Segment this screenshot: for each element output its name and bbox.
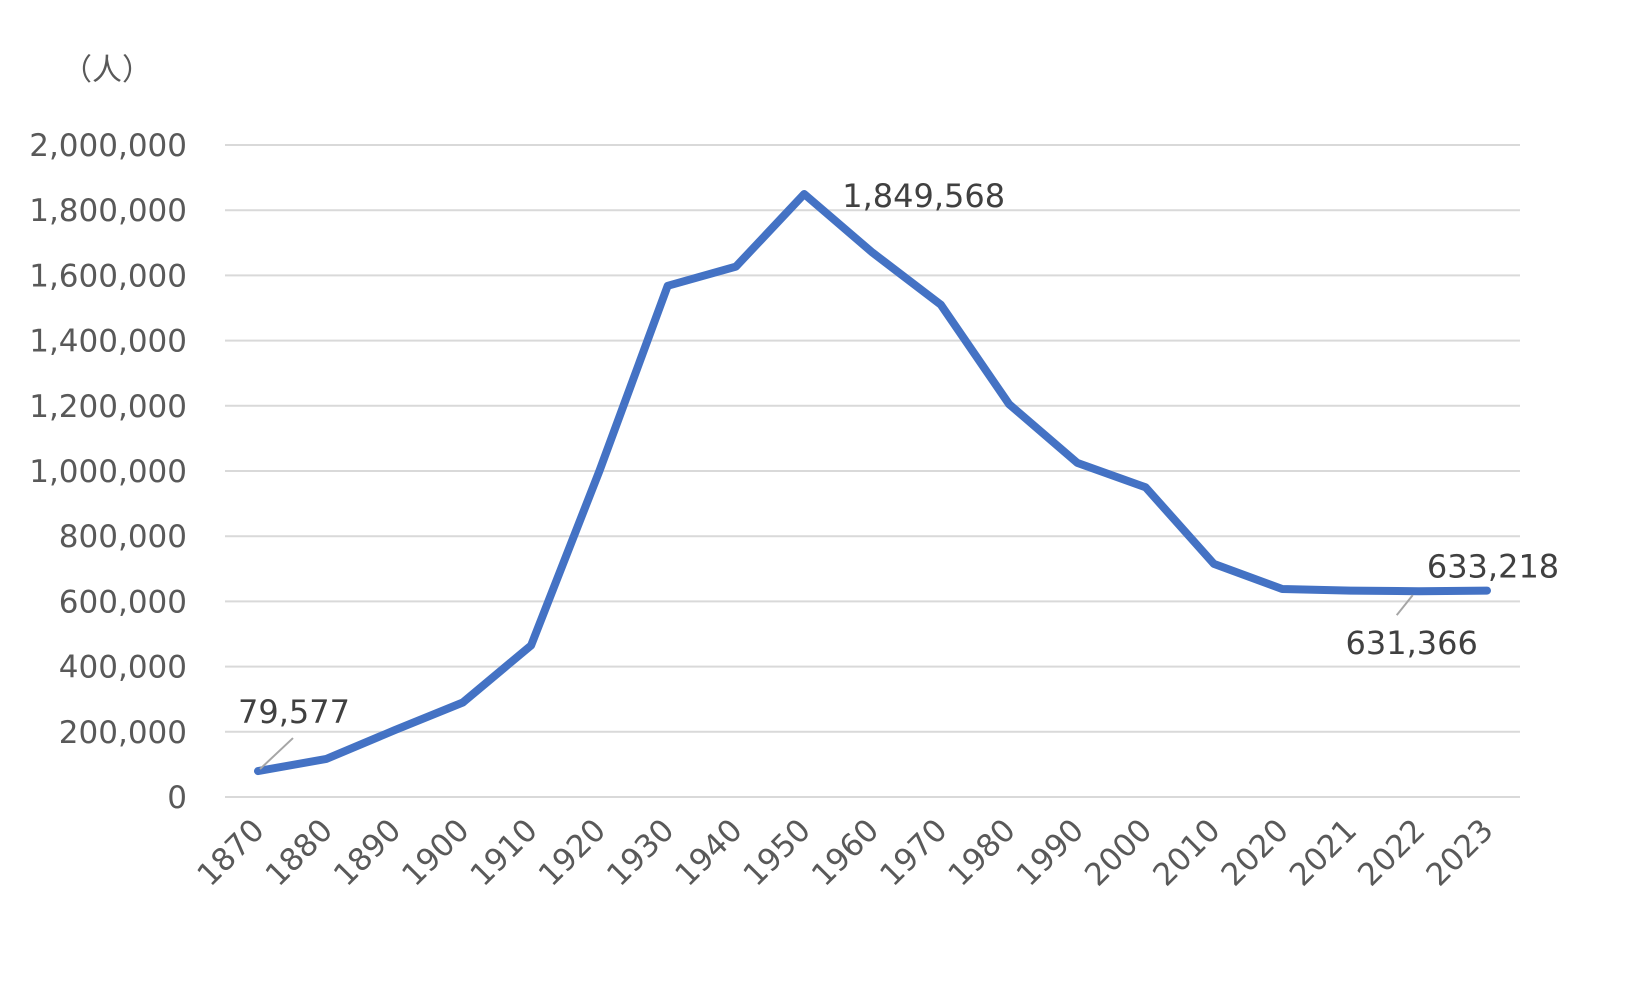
x-tick-label: 2022 xyxy=(1351,812,1432,893)
data-point xyxy=(1349,590,1351,592)
y-tick-label: 800,000 xyxy=(59,519,187,555)
x-tick-label: 1920 xyxy=(532,812,613,893)
data-point xyxy=(1076,462,1078,464)
data-point xyxy=(1418,590,1420,592)
series-area xyxy=(254,190,1491,776)
x-tick-label: 2021 xyxy=(1283,812,1364,893)
data-point xyxy=(735,266,737,268)
y-unit-label: （人） xyxy=(62,53,152,88)
x-tick-label: 1870 xyxy=(190,812,271,893)
data-point xyxy=(530,644,532,646)
x-tick-label: 1960 xyxy=(805,812,886,893)
x-axis: 1870188018901900191019201930194019501960… xyxy=(190,812,1500,893)
x-tick-label: 1990 xyxy=(1010,812,1091,893)
data-point xyxy=(1145,486,1147,488)
y-tick-label: 0 xyxy=(167,780,187,816)
leader-line xyxy=(259,737,294,770)
x-tick-label: 2010 xyxy=(1146,812,1227,893)
y-tick-label: 400,000 xyxy=(59,650,187,686)
y-tick-label: 1,800,000 xyxy=(29,193,187,229)
y-tick-label: 200,000 xyxy=(59,715,187,751)
data-point xyxy=(1486,590,1488,592)
data-point xyxy=(1213,563,1215,565)
x-tick-label: 2023 xyxy=(1419,812,1500,893)
data-point xyxy=(257,770,259,772)
x-tick-label: 2000 xyxy=(1078,812,1159,893)
data-label: 1,849,568 xyxy=(842,177,1005,215)
data-point xyxy=(1008,403,1010,405)
x-tick-label: 1970 xyxy=(873,812,954,893)
x-tick-label: 1940 xyxy=(668,812,749,893)
x-tick-label: 1980 xyxy=(941,812,1022,893)
data-point xyxy=(598,470,600,472)
series-line xyxy=(254,190,1491,776)
y-tick-label: 1,600,000 xyxy=(29,258,187,294)
y-axis: 0 200,000 400,000 600,000 800,000 1,000,000 1,… xyxy=(29,128,187,816)
y-tick-label: 1,200,000 xyxy=(29,389,187,425)
x-tick-label: 1930 xyxy=(600,812,681,893)
data-point xyxy=(667,285,669,287)
y-tick-label: 2,000,000 xyxy=(29,128,187,164)
data-point xyxy=(394,729,396,731)
leader-line xyxy=(1395,594,1414,616)
data-point xyxy=(462,701,464,703)
data-label: 631,366 xyxy=(1346,624,1478,662)
data-point xyxy=(325,758,327,760)
data-point xyxy=(940,304,942,306)
x-tick-label: 1950 xyxy=(737,812,818,893)
data-point xyxy=(872,252,873,254)
x-tick-label: 1900 xyxy=(395,812,476,893)
x-tick-label: 1880 xyxy=(259,812,340,893)
data-label: 633,218 xyxy=(1427,548,1559,586)
data-labels: 79,577 1,849,568 631,366 633,218 xyxy=(238,177,1559,770)
data-point xyxy=(803,193,805,195)
data-label: 79,577 xyxy=(238,693,350,731)
x-tick-label: 2020 xyxy=(1215,812,1296,893)
x-tick-label: 1890 xyxy=(327,812,408,893)
y-tick-label: 600,000 xyxy=(59,584,187,620)
x-tick-label: 1910 xyxy=(464,812,545,893)
data-point xyxy=(1281,588,1283,590)
y-tick-label: 1,000,000 xyxy=(29,454,187,490)
gridlines xyxy=(225,144,1520,798)
y-tick-label: 1,400,000 xyxy=(29,324,187,360)
